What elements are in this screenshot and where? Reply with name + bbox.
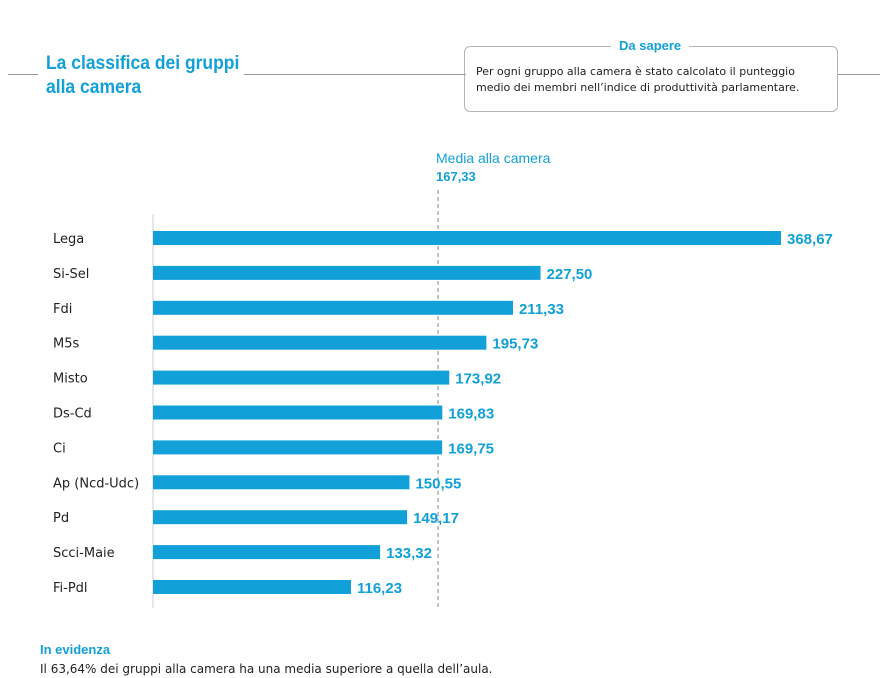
- bar: [153, 370, 450, 385]
- value-label: 173,92: [455, 371, 501, 388]
- chart-title: La classifica dei gruppi alla camera: [46, 52, 239, 100]
- title-rule-left: [8, 74, 38, 75]
- value-label: 211,33: [519, 301, 564, 318]
- bar: [153, 405, 443, 420]
- category-label: Si-Sel: [53, 267, 89, 282]
- bar: [153, 440, 443, 455]
- category-label: Ci: [53, 441, 66, 456]
- bar: [153, 475, 410, 490]
- bar: [153, 545, 381, 560]
- chart-title-line2: alla camera: [46, 77, 142, 98]
- info-box-text: Per ogni gruppo alla camera è stato calc…: [476, 65, 800, 94]
- value-label: 368,67: [787, 231, 833, 248]
- value-label: 116,23: [357, 580, 402, 597]
- average-value: 167,33: [436, 169, 476, 184]
- highlight-text: Il 63,64% dei gruppi alla camera ha una …: [40, 662, 493, 676]
- value-label: 169,83: [448, 406, 494, 423]
- category-label: Scci-Maie: [53, 546, 115, 561]
- category-label: Fi-Pdl: [53, 581, 88, 596]
- category-label: Misto: [53, 372, 88, 387]
- bar: [153, 335, 487, 350]
- category-label: Ds-Cd: [53, 407, 92, 422]
- category-label: Pd: [53, 511, 69, 526]
- highlight-title: In evidenza: [40, 642, 111, 657]
- bar: [153, 231, 781, 245]
- bar: [153, 580, 351, 594]
- bar: [153, 510, 408, 525]
- title-rule-right: [244, 74, 466, 75]
- value-label: 195,73: [492, 336, 538, 353]
- bar: [153, 265, 541, 280]
- chart-title-line1: La classifica dei gruppi: [46, 53, 240, 74]
- value-label: 133,32: [386, 545, 432, 562]
- value-label: 169,75: [448, 440, 494, 457]
- category-label: Ap (Ncd-Udc): [53, 476, 139, 491]
- title-rule-far: [838, 74, 880, 75]
- value-label: 150,55: [415, 475, 461, 492]
- value-label: 149,17: [413, 510, 459, 527]
- average-label: Media alla camera: [436, 150, 551, 166]
- info-box-label: Da sapere: [611, 38, 690, 53]
- category-label: M5s: [53, 337, 79, 352]
- bar: [153, 300, 513, 315]
- category-label: Lega: [53, 232, 84, 247]
- category-label: Fdi: [53, 302, 72, 317]
- value-label: 227,50: [547, 266, 593, 283]
